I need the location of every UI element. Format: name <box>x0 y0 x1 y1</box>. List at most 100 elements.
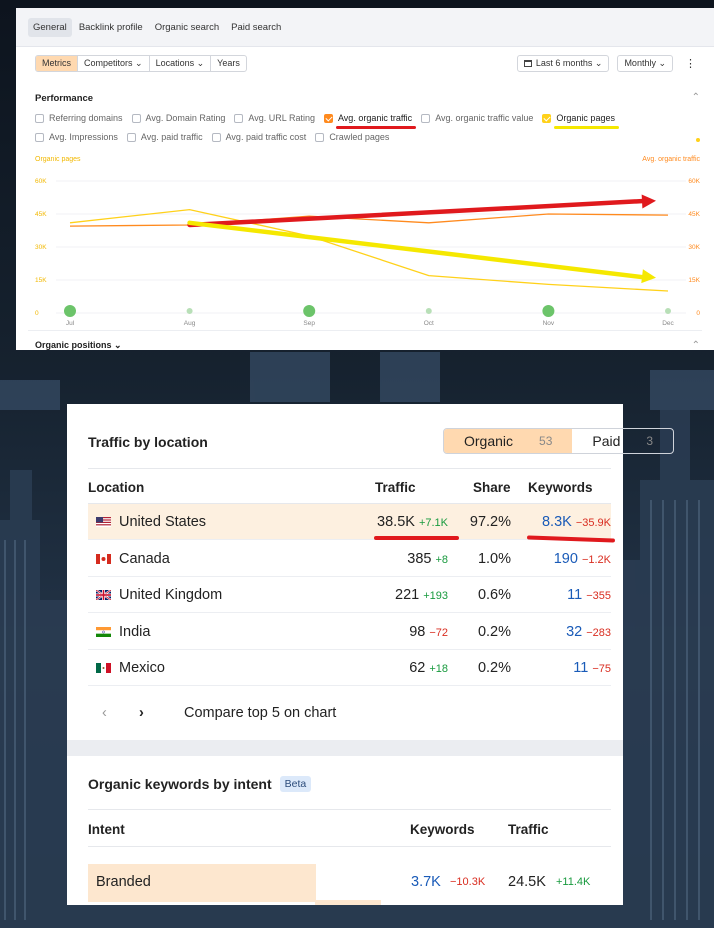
left-axis-title: Organic pages <box>35 156 81 163</box>
tab-paid-search[interactable]: Paid search <box>231 21 282 33</box>
x-tick-label: Dec <box>662 320 674 327</box>
seg-years[interactable]: Years <box>217 57 240 68</box>
keywords-value[interactable]: 11 <box>573 660 589 676</box>
country-name[interactable]: United Kingdom <box>119 587 223 603</box>
tab-backlink-profile[interactable]: Backlink profile <box>78 21 143 33</box>
checkbox-box-checked <box>323 113 333 123</box>
event-marker <box>542 305 555 317</box>
left-tick-label: 0 <box>35 310 39 317</box>
metric-checkboxes-row1: Referring domains Avg. Domain Rating Avg… <box>35 113 684 129</box>
red-underline-annotation <box>374 536 459 540</box>
event-marker <box>186 308 193 314</box>
table-row[interactable]: Canada 385 +8 1.0% 190 −1.2K <box>88 541 611 577</box>
seg-locations[interactable]: Locations ⌄ <box>150 55 212 71</box>
keywords-cell: 190 −1.2K <box>554 551 611 567</box>
checkbox-avg-organic-traffic-value[interactable]: Avg. organic traffic value <box>421 113 533 123</box>
country-name[interactable]: India <box>119 623 151 640</box>
tab-organic-search[interactable]: Organic search <box>154 21 220 33</box>
traffic-value: 62 <box>409 660 426 676</box>
compare-top5-link[interactable]: Compare top 5 on chart <box>184 705 337 721</box>
col-intent[interactable]: Intent <box>88 822 125 837</box>
col-traffic[interactable]: Traffic <box>508 822 549 837</box>
right-tick-label: 30K <box>688 244 700 251</box>
table-row[interactable]: United States 38.5K +7.1K 97.2% 8.3K −35.9K <box>88 504 611 540</box>
intent-keywords-delta: −10.3K <box>450 876 486 888</box>
country-name[interactable]: United States <box>119 514 207 530</box>
interval-dropdown[interactable]: Monthly ⌄ <box>617 54 673 72</box>
keywords-by-intent-card: Organic keywords by intent Beta Intent K… <box>67 756 623 905</box>
beta-badge: Beta <box>279 776 312 792</box>
toggle-paid[interactable]: Paid 3 <box>572 429 673 453</box>
keywords-value[interactable]: 11 <box>567 587 583 603</box>
traffic-value: 98 <box>409 623 426 640</box>
collapse-icon[interactable]: ⌃ <box>691 340 700 350</box>
right-tick-label: 15K <box>688 277 700 284</box>
checkbox-avg-organic-traffic[interactable]: Avg. organic traffic <box>323 113 417 129</box>
keywords-value[interactable]: 190 <box>553 550 578 567</box>
organic-positions-toggle[interactable]: Organic positions ⌄ <box>35 340 122 350</box>
intent-keywords[interactable]: 3.7K <box>411 874 441 890</box>
divider <box>88 503 611 504</box>
performance-chart: 60K 60K 45K 45K 30K 30K 15K 15K 0 0 Jul Aug Sep Oct No… <box>35 178 701 327</box>
metric-checkboxes-row2: Avg. Impressions Avg. paid traffic Avg. … <box>35 132 684 142</box>
checkbox-box <box>211 132 221 142</box>
country-name[interactable]: Canada <box>119 550 170 567</box>
checkbox-box <box>126 132 136 142</box>
checkbox-crawled-pages[interactable]: Crawled pages <box>315 132 389 142</box>
intent-label: Branded <box>96 874 151 890</box>
checkbox-avg-paid-traffic[interactable]: Avg. paid traffic <box>126 132 203 142</box>
keywords-cell: 8.3K −35.9K <box>542 514 611 530</box>
checkbox-avg-url-rating[interactable]: Avg. URL Rating <box>234 113 315 123</box>
checkbox-label: Crawled pages <box>329 132 390 142</box>
col-keywords[interactable]: Keywords <box>410 822 475 837</box>
checkbox-referring-domains[interactable]: Referring domains <box>35 113 123 123</box>
country-name[interactable]: Mexico <box>119 660 165 676</box>
x-tick-label: Jul <box>66 320 75 327</box>
traffic-by-location-card: Traffic by location Organic 53 Paid 3 Loca… <box>67 404 675 740</box>
col-share[interactable]: Share <box>473 480 511 495</box>
checkbox-avg-impressions[interactable]: Avg. Impressions <box>35 132 118 142</box>
share-value: 0.2% <box>477 660 511 676</box>
chart-toolbar: Metrics Competitors ⌄ Locations ⌄ Years … <box>35 54 700 72</box>
table-row[interactable]: Mexico 62 +18 0.2% 11 −75 <box>88 650 611 686</box>
checkbox-box <box>234 113 244 123</box>
divider <box>88 809 611 810</box>
traffic-delta: +193 <box>423 590 448 602</box>
share-value: 0.2% <box>477 623 511 640</box>
toggle-organic[interactable]: Organic 53 <box>444 429 573 453</box>
seg-competitors[interactable]: Competitors ⌄ <box>78 55 150 71</box>
traffic-cell: 98 −72 <box>409 624 448 640</box>
collapse-icon[interactable]: ⌃ <box>691 92 700 103</box>
prev-page-icon[interactable]: ‹ <box>102 705 107 721</box>
divider <box>88 468 611 469</box>
date-range-dropdown[interactable]: Last 6 months ⌄ <box>516 54 610 72</box>
left-tick-label: 30K <box>35 244 47 251</box>
series-line <box>69 213 669 227</box>
col-location[interactable]: Location <box>88 480 145 495</box>
divider <box>88 846 611 847</box>
checkbox-box-checked <box>542 113 552 123</box>
tab-general[interactable]: General <box>28 17 72 37</box>
checkbox-avg-paid-traffic-cost[interactable]: Avg. paid traffic cost <box>211 132 306 142</box>
card-title: Traffic by location <box>88 434 208 450</box>
col-traffic[interactable]: Traffic <box>375 480 416 495</box>
traffic-delta: +8 <box>435 553 448 566</box>
checkbox-box <box>131 113 141 123</box>
checkbox-label: Avg. organic traffic <box>337 113 413 123</box>
metric-segment: Metrics Competitors ⌄ Locations ⌄ Years <box>35 54 247 72</box>
checkbox-organic-pages[interactable]: Organic pages <box>542 113 619 129</box>
col-keywords[interactable]: Keywords <box>528 480 593 495</box>
table-row[interactable]: India 98 −72 0.2% 32 −283 <box>88 614 611 650</box>
keywords-value[interactable]: 32 <box>566 623 583 640</box>
table-row[interactable]: United Kingdom 221 +193 0.6% 11 −355 <box>88 577 611 613</box>
checkbox-avg-domain-rating[interactable]: Avg. Domain Rating <box>131 113 225 123</box>
next-page-icon[interactable]: › <box>139 705 144 721</box>
seg-metrics[interactable]: Metrics <box>36 55 78 71</box>
keywords-value[interactable]: 8.3K <box>541 514 572 530</box>
intent-bar-strip <box>315 900 381 905</box>
keywords-cell: 11 −355 <box>567 587 611 603</box>
more-options-icon[interactable]: ⋮ <box>685 57 696 70</box>
series-line <box>69 208 669 292</box>
checkbox-label: Avg. Impressions <box>49 132 118 142</box>
right-tick-label: 45K <box>688 211 700 218</box>
